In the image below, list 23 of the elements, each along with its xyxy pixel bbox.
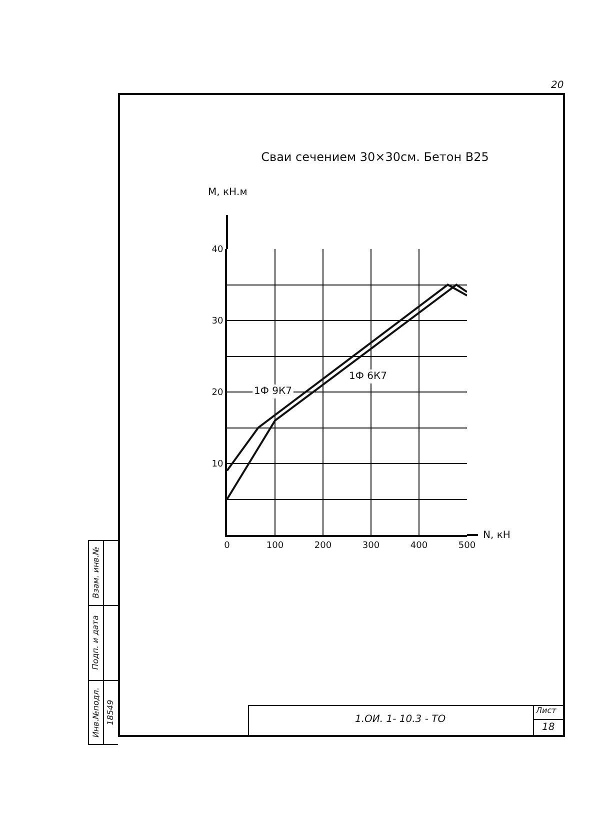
text: 1.ОИ. 1- 10.3 - ТО bbox=[355, 714, 446, 725]
series-label: 1Ф 9К7 bbox=[254, 386, 292, 397]
text: 20 bbox=[551, 80, 564, 91]
x-tick-label: 300 bbox=[362, 540, 380, 551]
text: Инв.№подл. bbox=[91, 686, 100, 738]
x-tick-label: 500 bbox=[458, 540, 476, 551]
x-axis-title: N, кН bbox=[483, 530, 510, 541]
text: Взам. инв.№ bbox=[90, 546, 100, 598]
x-tick-label: 0 bbox=[224, 540, 230, 551]
text: 18549 bbox=[106, 699, 116, 725]
y-tick-label: 40 bbox=[212, 245, 224, 256]
text: Подп. и дата bbox=[90, 614, 100, 670]
y-tick-label: 10 bbox=[212, 460, 224, 470]
text: Лист bbox=[536, 706, 556, 715]
text: 18 bbox=[542, 722, 555, 733]
x-tick-label: 200 bbox=[314, 540, 332, 551]
y-tick-label: 30 bbox=[212, 316, 224, 327]
series-label: 1Ф 6К7 bbox=[349, 371, 387, 382]
x-tick-label: 100 bbox=[266, 540, 284, 551]
chart-title: Сваи сечением 30×30см. Бетон В25 bbox=[261, 150, 489, 164]
x-tick-label: 400 bbox=[410, 540, 428, 551]
y-tick-label: 20 bbox=[212, 388, 224, 398]
y-axis-title: M, кН.м bbox=[208, 187, 248, 198]
